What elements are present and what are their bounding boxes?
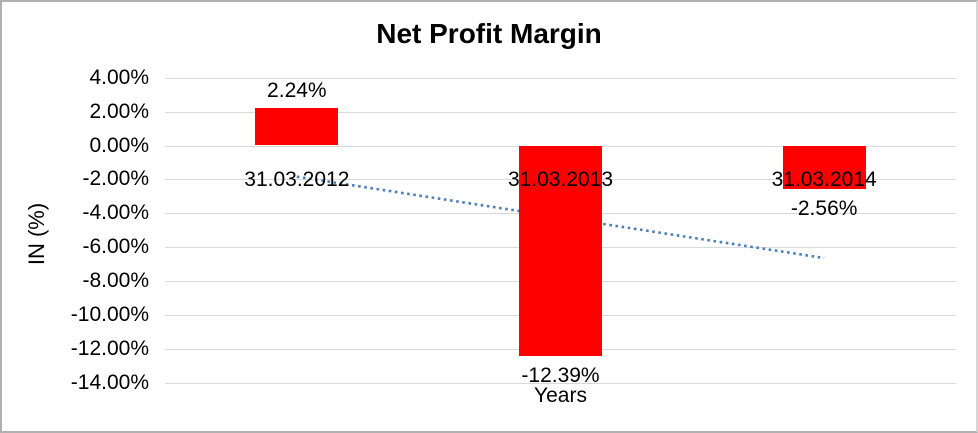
category-label: 31.03.2014 <box>771 167 877 191</box>
y-tick-label: -2.00% <box>82 167 149 191</box>
bar <box>782 145 866 189</box>
chart-title: Net Profit Margin <box>376 18 602 49</box>
category-label: 31.03.2012 <box>244 167 350 191</box>
category-label: 31.03.2013 <box>507 167 614 191</box>
gridline <box>165 77 956 79</box>
y-tick-label: -6.00% <box>82 235 149 259</box>
data-label: -12.39% <box>521 363 600 387</box>
y-tick-label: 0.00% <box>89 133 149 157</box>
gridline <box>165 111 956 113</box>
y-tick-label: -4.00% <box>82 201 149 225</box>
x-axis-title: Years <box>534 384 587 407</box>
y-tick-label: -12.00% <box>70 336 149 360</box>
data-label: 2.24% <box>267 78 327 102</box>
bar <box>255 107 339 146</box>
gridline <box>165 382 956 384</box>
bar <box>519 145 602 356</box>
y-tick-label: -14.00% <box>70 370 149 394</box>
y-tick-label: 2.00% <box>89 99 149 123</box>
y-tick-label: -8.00% <box>82 269 149 293</box>
y-tick-label: 4.00% <box>89 65 149 89</box>
y-tick-label: -10.00% <box>70 303 149 326</box>
data-label: -2.56% <box>790 196 858 220</box>
